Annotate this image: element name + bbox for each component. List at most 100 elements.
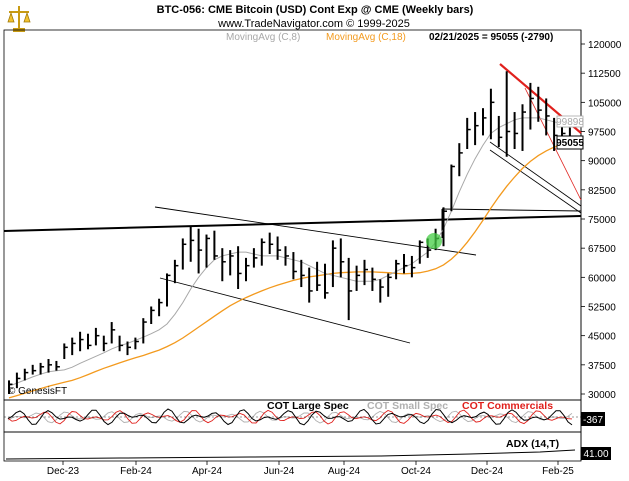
price-bar <box>55 360 60 371</box>
legend-ma18: MovingAvg (C,18) <box>326 32 406 43</box>
watermark-text: © GenesisFT <box>8 386 67 397</box>
price-bar <box>110 322 116 344</box>
price-bars <box>8 71 574 394</box>
price-bar <box>387 273 392 297</box>
price-bar <box>324 263 329 299</box>
price-bar <box>252 248 258 268</box>
price-bar <box>379 279 384 303</box>
y-tick-label: 97500 <box>588 128 616 139</box>
y-tick-label: 67500 <box>588 244 616 255</box>
chart-title: BTC-056: CME Bitcoin (USD) Cont Exp @ CM… <box>157 4 474 16</box>
price-bar <box>79 331 84 352</box>
price-bar <box>284 246 289 266</box>
svg-text:-367: -367 <box>583 415 603 426</box>
price-panel-frame <box>3 29 582 401</box>
chart-header: BTC-056: CME Bitcoin (USD) Cont Exp @ CM… <box>6 3 553 43</box>
price-bar <box>71 337 76 356</box>
price-bar <box>363 259 368 286</box>
price-bar <box>308 267 313 303</box>
price-bar <box>300 259 305 288</box>
y-tick-label: 37500 <box>588 361 616 372</box>
price-bar <box>150 306 155 324</box>
cot-large-line <box>7 408 573 426</box>
price-bar <box>331 240 337 288</box>
price-bar <box>134 337 139 350</box>
y-tick-label: 90000 <box>588 157 616 168</box>
x-tick-label: Dec-24 <box>471 466 504 477</box>
cot-large-label: COT Large Spec <box>267 400 349 412</box>
price-bar <box>8 380 13 394</box>
upper-channel-line <box>154 206 477 256</box>
ma8-series <box>8 117 571 387</box>
x-tick-label: Oct-24 <box>401 466 431 477</box>
black-channel-line-2 <box>489 149 582 214</box>
price-bar <box>118 335 124 352</box>
price-bar <box>229 250 234 276</box>
y-tick-label: 30000 <box>588 390 616 401</box>
horizontal-resistance-line <box>3 215 582 232</box>
cot-lines <box>4 408 581 426</box>
price-bar <box>268 232 274 254</box>
price-bar <box>63 343 68 359</box>
y-tick-label: 75000 <box>588 215 616 226</box>
cot-commercials-label: COT Commercials <box>462 400 553 412</box>
y-tick-label: 82500 <box>588 186 616 197</box>
price-bar <box>102 335 108 352</box>
price-bar <box>31 364 37 375</box>
adx-line <box>5 449 576 460</box>
price-bar <box>316 261 321 291</box>
legend-ma8: MovingAvg (C,8) <box>226 32 300 43</box>
price-bar <box>489 88 495 140</box>
price-bar <box>158 298 163 317</box>
price-bar <box>474 112 479 146</box>
price-bar <box>181 238 187 270</box>
price-bar <box>537 86 542 122</box>
price-bar <box>513 112 519 149</box>
y-tick-label: 120000 <box>588 40 622 51</box>
x-tick-label: Apr-24 <box>192 466 222 477</box>
svg-text:41.00: 41.00 <box>583 449 608 460</box>
x-tick-label: Dec-23 <box>47 466 80 477</box>
price-bar <box>521 104 526 151</box>
price-bar <box>245 257 250 282</box>
y-tick-label: 60000 <box>588 273 616 284</box>
x-tick-label: Jun-24 <box>264 466 295 477</box>
price-bar <box>189 226 195 262</box>
ma18-series <box>8 140 571 399</box>
price-bar <box>418 240 424 264</box>
price-bar <box>197 228 203 274</box>
price-bar <box>395 259 400 280</box>
ma18-line <box>8 140 571 399</box>
price-bar <box>292 252 297 280</box>
price-bar <box>339 238 345 278</box>
price-bar <box>482 108 487 136</box>
price-bar <box>15 372 21 389</box>
y-axis: 30000 37500 45000 52500 60000 67500 75000 82500… <box>581 40 622 401</box>
adx-label: ADX (14,T) <box>506 438 559 450</box>
price-bar <box>39 362 45 375</box>
price-bar <box>497 115 503 148</box>
price-bar <box>205 234 210 268</box>
price-bar <box>529 82 534 130</box>
price-bar <box>23 368 29 381</box>
price-bar <box>47 359 52 373</box>
x-tick-label: Feb-24 <box>120 466 152 477</box>
price-bar <box>213 230 218 260</box>
price-bar <box>458 143 463 177</box>
price-bar <box>371 267 376 291</box>
cot-value-box: -367 <box>581 412 605 426</box>
price-bar <box>347 257 353 321</box>
current-price-box: 95055 <box>556 135 584 150</box>
price-bar <box>237 246 242 289</box>
cot-small-label: COT Small Spec <box>367 400 448 412</box>
price-bar <box>173 259 179 284</box>
price-bar <box>355 265 361 291</box>
black-channel-line-1 <box>489 141 582 207</box>
x-tick-label: Feb-25 <box>542 466 574 477</box>
price-bar <box>221 248 226 282</box>
y-tick-label: 45000 <box>588 332 616 343</box>
adx-series-line <box>5 449 576 460</box>
price-bar <box>442 207 447 247</box>
price-bar <box>505 71 511 157</box>
